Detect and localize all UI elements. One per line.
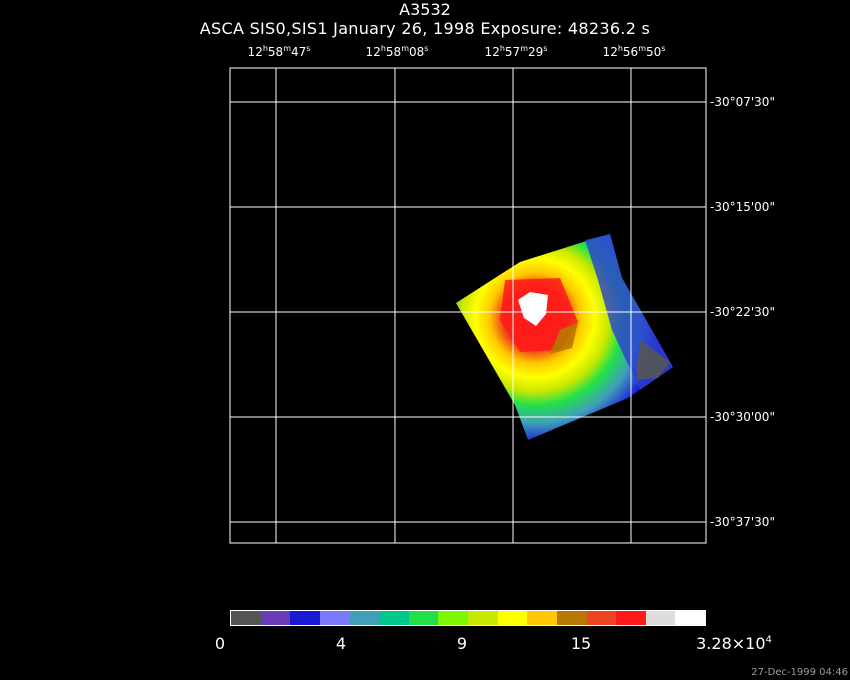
dec-tick-label: -30°07'30": [710, 95, 775, 109]
colorbar-swatch: [675, 611, 705, 625]
colorbar-swatch: [616, 611, 646, 625]
colorbar-swatch: [645, 611, 676, 625]
image-title: A3532: [399, 0, 451, 19]
colorbar-swatch: [497, 611, 528, 625]
timestamp: 27-Dec-1999 04:46: [751, 667, 848, 678]
colorbar-tick-label: 4: [335, 634, 347, 653]
colorbar-swatch: [290, 611, 320, 625]
colorbar-swatch: [379, 611, 409, 625]
colorbar-swatch: [319, 611, 350, 625]
colorbar-swatch: [438, 611, 468, 625]
plot-frame: [229, 67, 707, 544]
ra-tick-label: 12h58m08s: [365, 44, 429, 59]
colorbar-swatch: [468, 611, 498, 625]
colorbar-tick-label: 15: [570, 634, 592, 653]
colorbar-swatch: [408, 611, 439, 625]
dec-tick-label: -30°37'30": [710, 515, 775, 529]
colorbar-swatch: [231, 611, 261, 625]
detector-image: [230, 68, 706, 543]
colorbar-swatch: [556, 611, 587, 625]
colorbar-swatch: [349, 611, 380, 625]
dec-tick-label: -30°15'00": [710, 200, 775, 214]
colorbar-swatch: [586, 611, 617, 625]
sky-image-plot: [229, 67, 707, 544]
colorbar-swatch: [527, 611, 557, 625]
image-subtitle: ASCA SIS0,SIS1 January 26, 1998 Exposure…: [199, 19, 651, 38]
colorbar-max-label: 3.28×104: [696, 634, 772, 653]
ra-tick-label: 12h57m29s: [484, 44, 548, 59]
color-scale-bar: [230, 610, 706, 626]
dec-tick-label: -30°22'30": [710, 305, 775, 319]
colorbar-tick-label: 9: [456, 634, 468, 653]
colorbar-swatch: [260, 611, 291, 625]
dec-tick-label: -30°30'00": [710, 410, 775, 424]
colorbar-tick-label: 0: [214, 634, 226, 653]
ra-tick-label: 12h56m50s: [602, 44, 666, 59]
ra-tick-label: 12h58m47s: [247, 44, 311, 59]
